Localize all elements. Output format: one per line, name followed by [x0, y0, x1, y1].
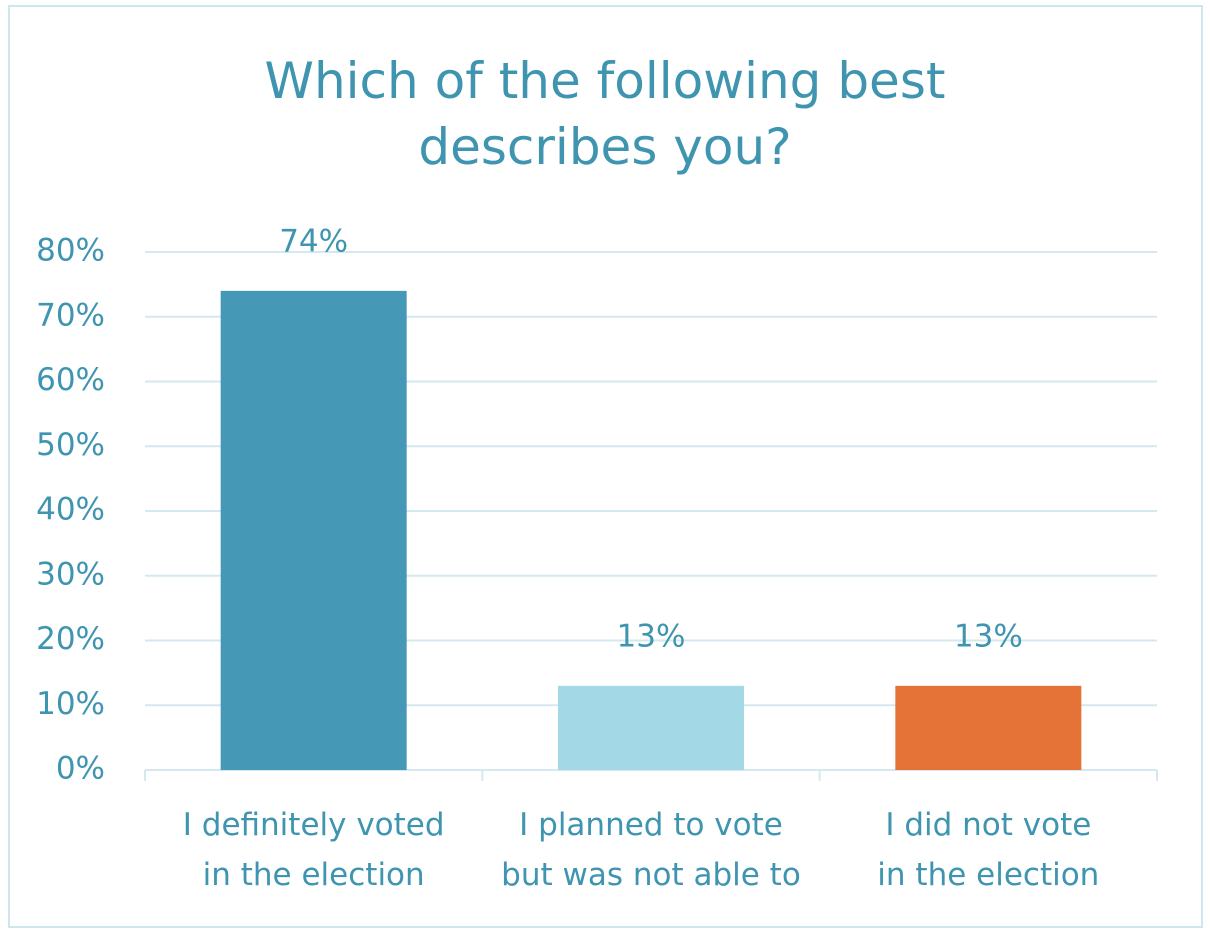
value-label: 13%	[617, 618, 686, 654]
x-tick-label: I did not vote in the election	[877, 807, 1100, 893]
y-tick-label: 50%	[36, 427, 105, 463]
y-tick-label: 40%	[36, 492, 105, 528]
x-tick-label: I definitely voted in the election	[182, 807, 445, 893]
y-tick-label: 60%	[36, 362, 105, 398]
y-tick-label: 30%	[36, 556, 105, 592]
value-label: 74%	[279, 223, 348, 259]
chart-border	[8, 5, 1203, 928]
y-tick-label: 80%	[36, 233, 105, 269]
bar	[220, 290, 407, 770]
y-tick-label: 70%	[36, 297, 105, 333]
chart-title: Which of the following best describes yo…	[264, 52, 946, 176]
y-tick-label: 0%	[56, 751, 105, 787]
y-tick-label: 20%	[36, 621, 105, 657]
bar	[558, 685, 744, 770]
x-tick-label: I planned to vote but was not able to	[501, 807, 801, 893]
value-label: 13%	[954, 618, 1023, 654]
bar	[895, 685, 1082, 770]
y-tick-label: 10%	[36, 686, 105, 722]
